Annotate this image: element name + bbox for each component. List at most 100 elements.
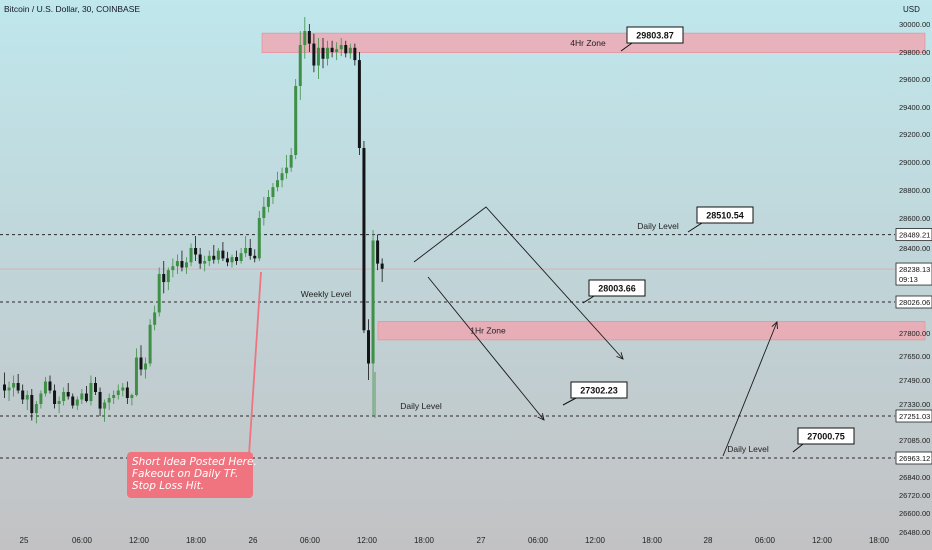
- price-tag-label: 28489.21: [899, 231, 930, 240]
- candle-body: [107, 398, 111, 403]
- price-tick-label: 29200.00: [899, 130, 930, 139]
- price-tick-label: 29000.00: [899, 158, 930, 167]
- callout-line-1: Short Idea Posted Here.: [132, 456, 257, 468]
- candle-body: [89, 383, 93, 401]
- time-tick-label: 18:00: [186, 536, 207, 545]
- candle-body: [276, 180, 279, 188]
- time-tick-label: 12:00: [585, 536, 606, 545]
- price-tick-label: 30000.00: [899, 20, 930, 29]
- candle-body: [16, 383, 20, 391]
- candle-body: [80, 393, 84, 400]
- candle-body: [66, 392, 70, 397]
- labels-layer: 29803.87 28510.54 28003.66 27302.23 27000.75: [562, 26, 855, 453]
- level-label: Daily Level: [727, 444, 769, 454]
- candle-body: [34, 404, 38, 414]
- candle-body: [139, 357, 143, 370]
- price-callout-box: [626, 26, 684, 44]
- candle-body: [280, 173, 284, 181]
- level-label: Daily Level: [400, 401, 442, 411]
- time-tick-label: 26: [249, 536, 258, 545]
- last-price-countdown: 09:13: [899, 275, 918, 284]
- candle-body: [326, 47, 330, 59]
- price-tick-label: 28800.00: [899, 186, 930, 195]
- candle-body: [298, 45, 302, 86]
- candle-body: [289, 155, 293, 168]
- price-callout-pointer: [582, 295, 595, 304]
- price-callout-value: 29803.87: [636, 31, 674, 41]
- candle-body: [285, 167, 289, 174]
- chart-title: Bitcoin / U.S. Dollar, 30, COINBASE: [4, 4, 140, 14]
- candle-body: [362, 148, 366, 331]
- candle-body: [153, 312, 157, 325]
- projection-arrow-line: [722, 321, 778, 457]
- projection-arrow-line: [413, 206, 624, 360]
- candle-body: [189, 248, 193, 263]
- candle-body: [257, 218, 261, 259]
- zone-label: 4Hr Zone: [570, 38, 606, 48]
- price-callout-value: 28510.54: [706, 211, 744, 221]
- candle-body: [62, 392, 66, 401]
- candle-body: [125, 387, 129, 398]
- candle-body: [221, 250, 225, 259]
- projection-arrows: [248, 206, 778, 457]
- candle-body: [25, 395, 29, 400]
- candle-body: [12, 383, 16, 388]
- price-callout-pointer: [687, 222, 703, 233]
- price-callout-box: [696, 206, 754, 224]
- time-tick-label: 28: [704, 536, 713, 545]
- candle-body: [162, 274, 166, 283]
- price-tick-label: 27085.00: [899, 436, 930, 445]
- candles-layer: [3, 17, 384, 424]
- supply-demand-zone: [377, 321, 926, 341]
- candle-body: [235, 257, 239, 261]
- candle-body: [353, 47, 357, 61]
- price-tick-label: 27490.00: [899, 376, 930, 385]
- candle-body: [57, 401, 61, 404]
- time-tick-label: 27: [477, 536, 486, 545]
- price-tag-label: 28026.06: [899, 298, 930, 307]
- price-tick-label: 29800.00: [899, 48, 930, 57]
- price-callout-pointer: [562, 397, 577, 406]
- candle-body: [203, 261, 207, 264]
- candle-body: [230, 257, 234, 263]
- price-tick-label: 26600.00: [899, 509, 930, 518]
- candle-body: [116, 390, 120, 395]
- candle-body: [225, 258, 229, 263]
- time-tick-label: 06:00: [755, 536, 776, 545]
- candle-body: [330, 47, 334, 52]
- candle-body: [171, 266, 175, 271]
- candle-body: [271, 187, 275, 197]
- time-tick-label: 06:00: [72, 536, 93, 545]
- candle-body: [357, 60, 361, 148]
- candle-body: [53, 390, 57, 404]
- candle-body: [121, 387, 125, 391]
- candle-body: [48, 381, 52, 391]
- candle-body: [194, 248, 198, 255]
- arrow-head: [616, 352, 624, 360]
- candle-body: [316, 47, 320, 66]
- candle-body: [376, 240, 380, 264]
- price-tick-label: 28600.00: [899, 214, 930, 223]
- candle-body: [148, 324, 152, 364]
- trade-note-callout: Short Idea Posted Here. Fakeout on Daily…: [127, 452, 257, 498]
- candle-body: [30, 395, 34, 414]
- price-callout-pointer: [620, 42, 633, 52]
- candle-body: [321, 47, 325, 59]
- candle-body: [71, 396, 75, 406]
- price-tick-label: 27800.00: [899, 329, 930, 338]
- price-tick-label: 29600.00: [899, 75, 930, 84]
- price-tick-label: 27330.00: [899, 400, 930, 409]
- time-tick-label: 12:00: [357, 536, 378, 545]
- arrow-head: [537, 413, 545, 421]
- price-callout-value: 28003.66: [598, 284, 636, 294]
- candle-body: [339, 45, 343, 50]
- price-tick-label: 29400.00: [899, 103, 930, 112]
- projection-arrow-line: [427, 276, 545, 421]
- candle-body: [75, 399, 79, 406]
- candle-body: [312, 43, 316, 66]
- price-tag-label: 27251.03: [899, 412, 930, 421]
- time-tick-label: 12:00: [812, 536, 833, 545]
- candle-body: [216, 250, 220, 260]
- arrow-head: [771, 321, 778, 330]
- price-tag-box: [895, 409, 932, 423]
